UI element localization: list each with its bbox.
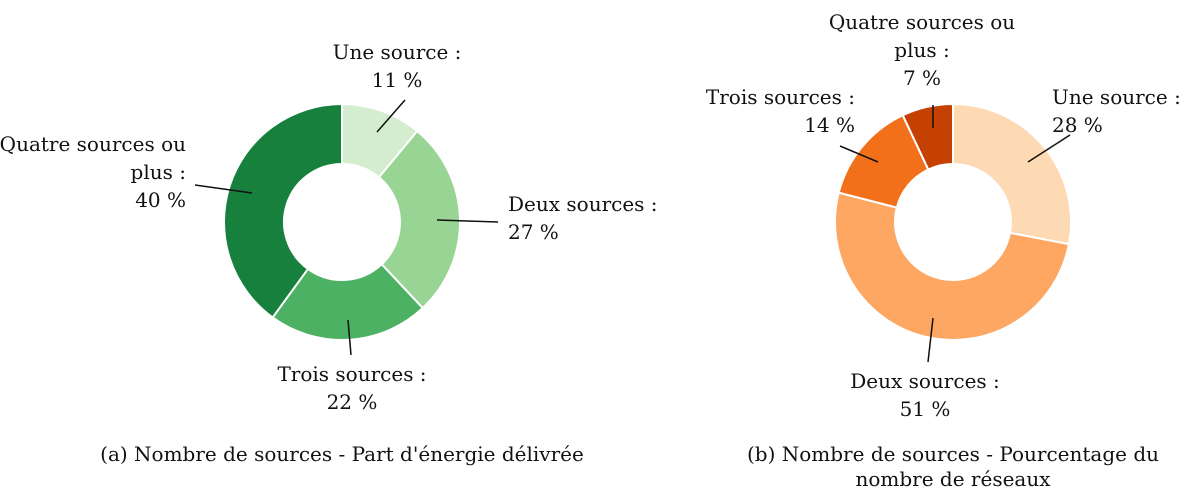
leader-line: [436, 219, 499, 223]
category-label: Une source :: [332, 40, 462, 64]
value-label: 40 %: [135, 188, 186, 212]
slice-label: Une source : 11 %: [333, 38, 462, 94]
value-label: 27 %: [508, 220, 559, 244]
slice-label: Trois sources : 14 %: [706, 83, 855, 139]
leader-line: [376, 99, 406, 133]
chart-title: (a) Nombre de sources - Part d'énergie d…: [100, 442, 584, 466]
category-label: Quatre sources ou plus :: [828, 10, 1016, 62]
category-label: Deux sources :: [850, 369, 1000, 393]
donut-slice: [834, 191, 1071, 341]
donut-slice: [271, 262, 425, 341]
slice-label: Deux sources : 51 %: [850, 367, 1000, 423]
value-label: 22 %: [326, 390, 378, 414]
slice-label: Une source : 28 %: [1052, 83, 1181, 139]
chart-title: (b) Nombre de sources - Pourcentage du n…: [746, 442, 1160, 491]
donut-slice: [377, 129, 461, 310]
slice-label: Deux sources : 27 %: [508, 190, 658, 246]
leader-line: [927, 317, 934, 363]
slice-label: Quatre sources ou plus : 7 %: [827, 8, 1017, 92]
leader-line: [1027, 134, 1071, 163]
leader-line: [194, 184, 253, 194]
category-label: Deux sources :: [508, 192, 658, 216]
category-label: Une source :: [1052, 85, 1181, 109]
donut-slice: [223, 102, 343, 319]
donut-slice: [901, 102, 954, 171]
leader-line: [839, 145, 879, 163]
slice-label: Quatre sources ou plus : 40 %: [0, 130, 186, 214]
category-label: Trois sources :: [705, 85, 855, 109]
leader-line: [347, 319, 352, 356]
category-label: Quatre sources ou plus :: [0, 132, 186, 184]
value-label: 28 %: [1052, 113, 1103, 137]
category-label: Trois sources :: [277, 362, 427, 386]
slice-label: Trois sources : 22 %: [277, 360, 426, 416]
value-label: 11 %: [371, 68, 423, 92]
donut-slice: [952, 102, 1072, 246]
value-label: 14 %: [804, 113, 855, 137]
value-label: 7 %: [902, 66, 942, 90]
value-label: 51 %: [899, 397, 951, 421]
